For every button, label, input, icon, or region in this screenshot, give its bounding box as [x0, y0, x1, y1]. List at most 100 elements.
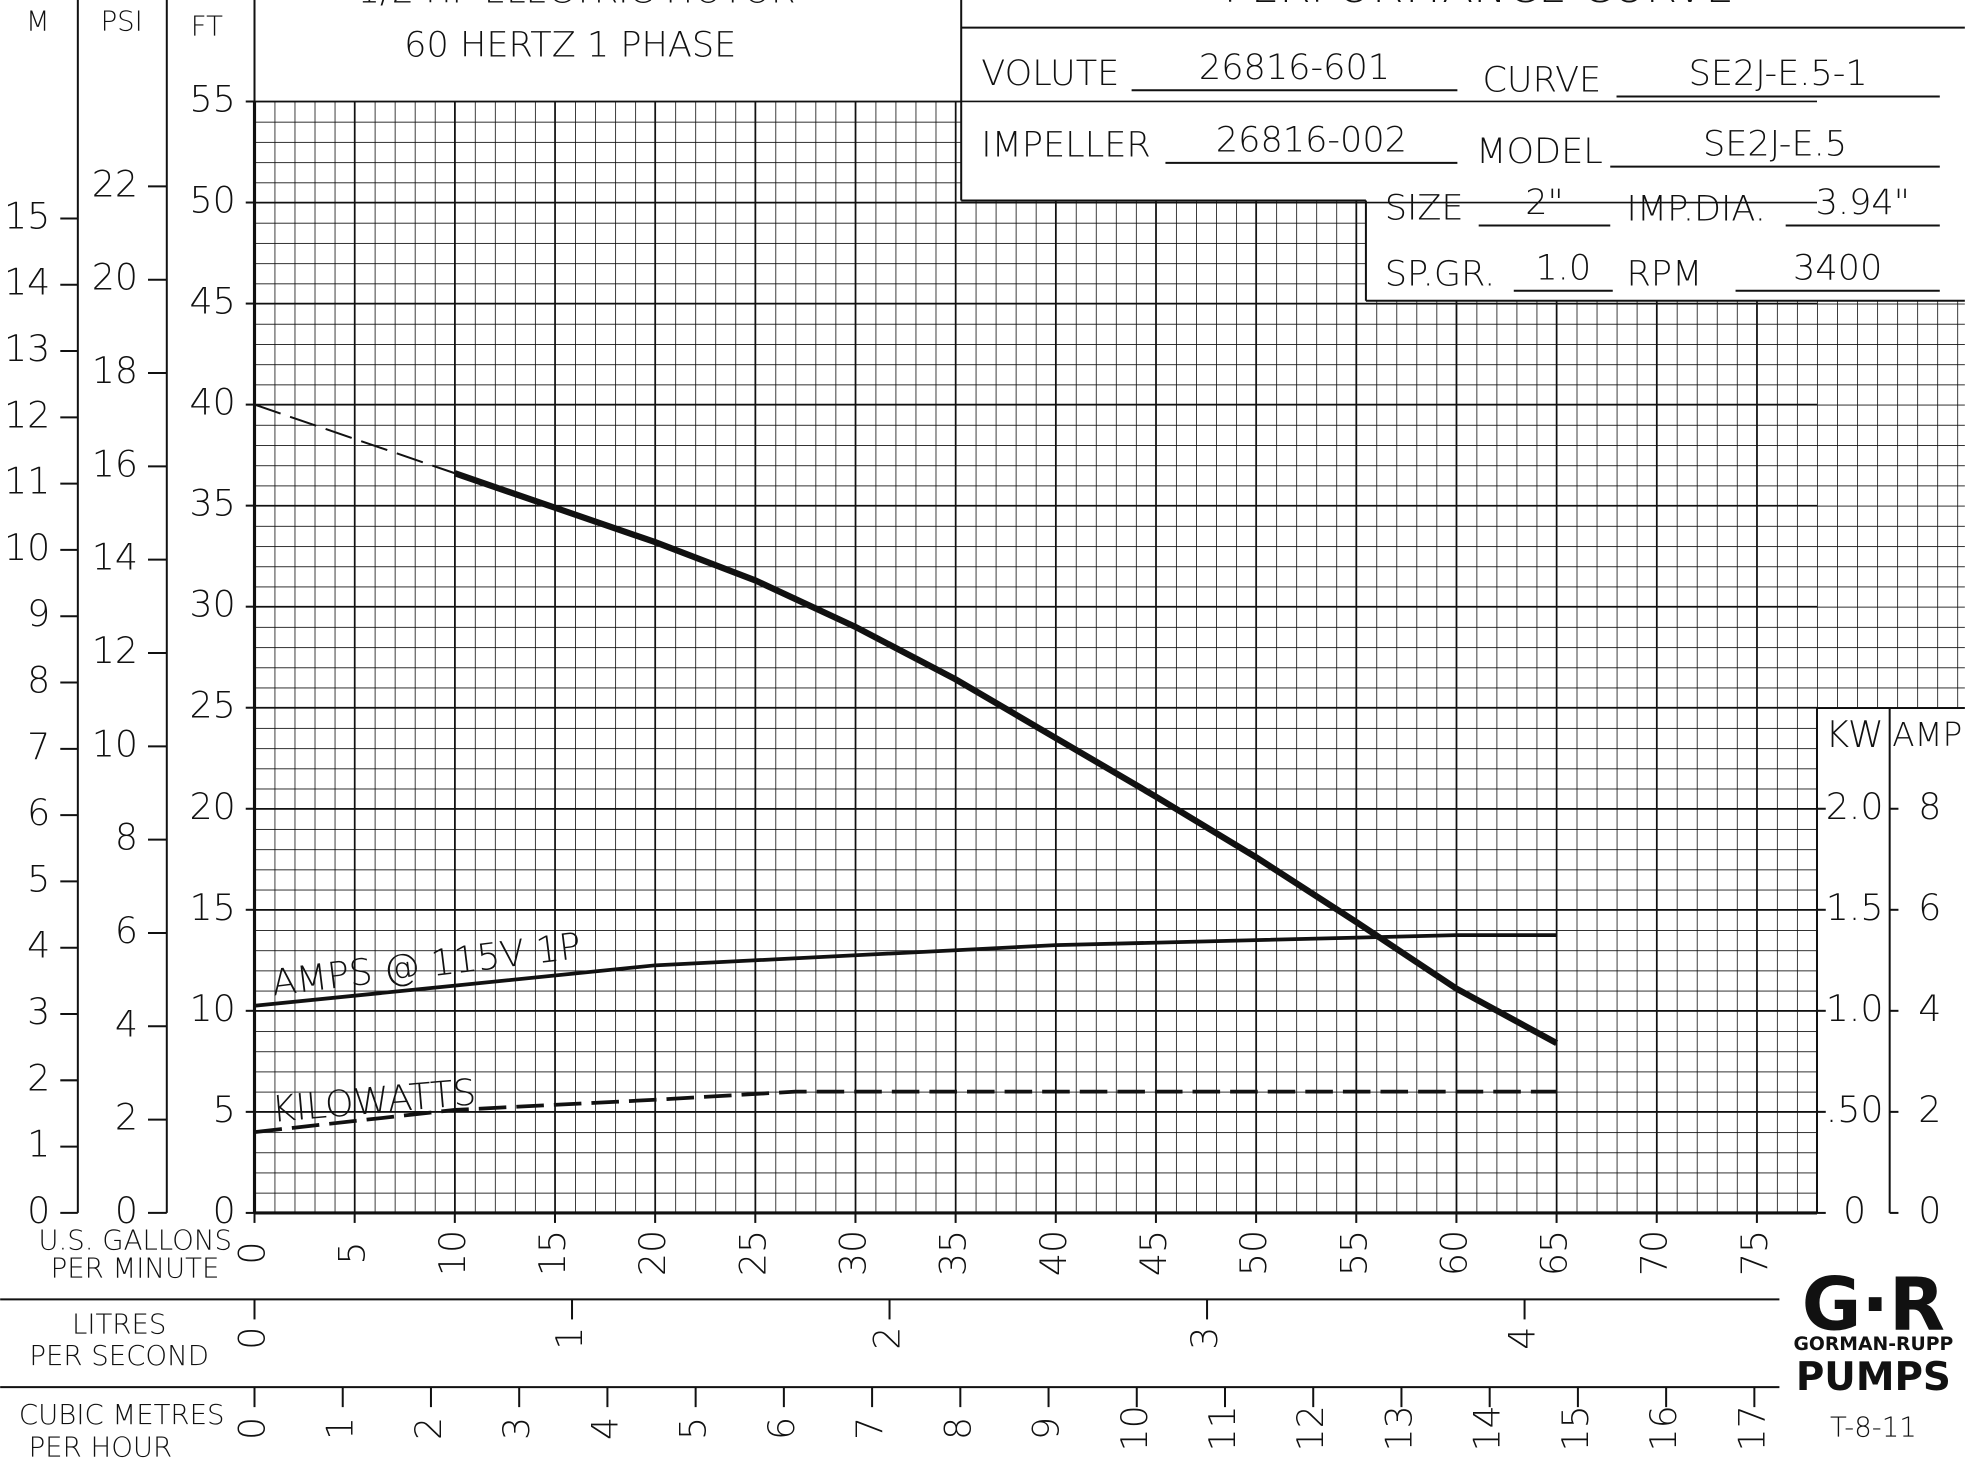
ft-axis-title: FT — [191, 11, 223, 43]
ft-tick-label: 15 — [189, 886, 235, 929]
psi-tick-label: 8 — [115, 816, 138, 859]
lps-tick-label: 1 — [548, 1327, 591, 1350]
psi-tick-label: 6 — [115, 909, 138, 952]
field-value: 2" — [1525, 182, 1563, 223]
series-line — [453, 470, 1559, 1046]
field-label: MODEL — [1476, 131, 1603, 172]
field-label: CURVE — [1482, 59, 1601, 100]
amp-tick-label: 4 — [1918, 987, 1941, 1030]
cmh-tick-label: 3 — [495, 1417, 538, 1440]
cmh-tick-label: 0 — [231, 1417, 274, 1440]
m-tick-label: 0 — [27, 1189, 50, 1232]
psi-tick-label: 2 — [115, 1096, 138, 1139]
motor: 1/2 HP ELECTRIC MOTOR — [358, 0, 796, 11]
gpm-tick-label: 70 — [1633, 1230, 1676, 1276]
gpm-tick-label: 0 — [231, 1241, 274, 1264]
psi-axis-title: PSI — [101, 6, 143, 38]
cmh-tick-label: 5 — [672, 1417, 715, 1440]
gpm-tick-label: 75 — [1733, 1230, 1776, 1276]
grid — [254, 101, 1965, 1213]
logo-mark: G·R — [1802, 1263, 1945, 1347]
field-value: 3.94" — [1816, 182, 1910, 223]
gpm-tick-label: 20 — [631, 1230, 674, 1276]
kw-tick-label: 2.0 — [1826, 785, 1884, 828]
m-tick-label: 9 — [27, 592, 50, 635]
series-line — [254, 403, 456, 475]
ft-tick-label: 5 — [213, 1088, 236, 1131]
psi-tick-label: 0 — [115, 1189, 138, 1232]
ft-tick-label: 10 — [189, 987, 235, 1030]
amp-tick-label: 8 — [1918, 785, 1941, 828]
psi-tick-label: 10 — [92, 722, 138, 765]
m-tick-label: 11 — [4, 460, 50, 503]
logo-pumps: PUMPS — [1796, 1355, 1951, 1400]
amp-tick-label: 2 — [1918, 1088, 1941, 1131]
gpm-tick-label: 40 — [1032, 1230, 1075, 1276]
field-value: 3400 — [1793, 247, 1882, 288]
cmh-tick-label: 10 — [1113, 1405, 1156, 1451]
m-tick-label: 13 — [4, 327, 50, 370]
field-label: IMPELLER — [981, 125, 1151, 166]
gpm-tick-label: 5 — [331, 1241, 374, 1264]
cmh-tick-label: 17 — [1730, 1405, 1773, 1451]
field-value: SE2J-E.5-1 — [1689, 53, 1868, 94]
m-tick-label: 14 — [4, 261, 50, 304]
m-tick-label: 4 — [27, 924, 50, 967]
psi-tick-label: 4 — [115, 1002, 138, 1045]
field-value: 26816-002 — [1216, 120, 1407, 161]
psi-tick-label: 16 — [92, 442, 138, 485]
cmh-tick-label: 1 — [319, 1417, 362, 1440]
m-tick-label: 5 — [27, 857, 50, 900]
kw-tick-label: 1.0 — [1826, 987, 1884, 1030]
ft-tick-label: 20 — [189, 785, 235, 828]
amp-axis-title: AMP — [1892, 716, 1962, 754]
kw-tick-label: 0 — [1843, 1189, 1866, 1232]
lps-tick-label: 3 — [1183, 1327, 1226, 1350]
cmh-tick-label: 2 — [407, 1417, 450, 1440]
field-label: RPM — [1627, 254, 1703, 295]
field-label: IMP.DIA. — [1627, 189, 1766, 230]
gpm-tick-label: 25 — [731, 1230, 774, 1276]
field-label: SIZE — [1385, 187, 1464, 228]
cmh-tick-label: 16 — [1642, 1405, 1685, 1451]
lps-axis-title: PER SECOND — [29, 1340, 209, 1372]
cmh-tick-label: 8 — [936, 1417, 979, 1440]
cmh-tick-label: 13 — [1377, 1405, 1420, 1451]
ft-tick-label: 55 — [189, 77, 235, 120]
x-axis-title: PER MINUTE — [51, 1252, 220, 1284]
m-tick-label: 3 — [27, 990, 50, 1033]
cmh-tick-label: 7 — [848, 1417, 891, 1440]
ft-tick-label: 45 — [189, 280, 235, 323]
ft-tick-label: 35 — [189, 482, 235, 525]
gpm-tick-label: 50 — [1232, 1230, 1275, 1276]
psi-tick-label: 20 — [92, 256, 138, 299]
ft-tick-label: 30 — [189, 583, 235, 626]
m-tick-label: 8 — [27, 659, 50, 702]
x-axis-title: U.S. GALLONS — [38, 1225, 232, 1257]
cmh-tick-label: 14 — [1466, 1405, 1509, 1451]
psi-tick-label: 18 — [92, 349, 138, 392]
ft-tick-label: 0 — [213, 1189, 236, 1232]
power: 60 HERTZ 1 PHASE — [404, 24, 736, 65]
gpm-tick-label: 55 — [1332, 1230, 1375, 1276]
m-tick-label: 2 — [27, 1056, 50, 1099]
field-label: SP.GR. — [1385, 254, 1496, 295]
gpm-tick-label: 15 — [531, 1230, 574, 1276]
field-value: 26816-601 — [1199, 47, 1390, 88]
m-tick-label: 12 — [4, 393, 50, 436]
series-line — [254, 1089, 1557, 1134]
lps-tick-label: 4 — [1501, 1327, 1544, 1350]
ft-tick-label: 40 — [189, 381, 235, 424]
kw-axis-title: KW — [1825, 713, 1883, 756]
ft-tick-label: 25 — [189, 684, 235, 727]
kw-tick-label: .50 — [1826, 1088, 1884, 1131]
cmh-axis-title: CUBIC METRES — [19, 1399, 225, 1431]
cmh-tick-label: 4 — [583, 1417, 626, 1440]
gpm-tick-label: 10 — [431, 1230, 474, 1276]
lps-tick-label: 0 — [231, 1327, 274, 1350]
cmh-tick-label: 6 — [760, 1417, 803, 1440]
amp-tick-label: 0 — [1918, 1189, 1941, 1232]
title: PERFORMANCE CURVE — [1224, 0, 1734, 13]
gpm-tick-label: 30 — [831, 1230, 874, 1276]
